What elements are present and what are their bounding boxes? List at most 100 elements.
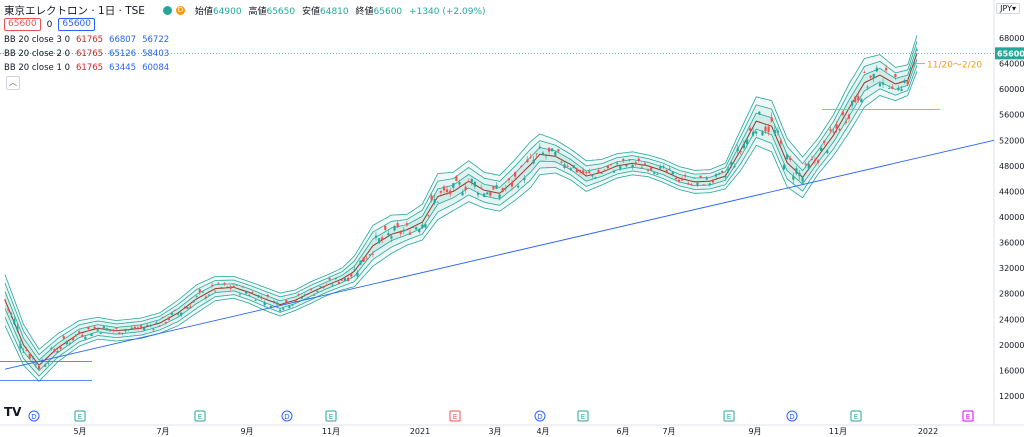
candle-body	[665, 170, 668, 172]
candle-body	[884, 68, 888, 71]
y-tick-label: 16000	[999, 366, 1024, 375]
event-marker-letter: E	[966, 413, 970, 421]
candle-body	[90, 333, 93, 337]
candle-body	[136, 327, 140, 329]
candle-body	[739, 151, 742, 153]
candle-body	[705, 178, 708, 180]
y-tick-label: 48000	[999, 162, 1024, 171]
buy-price-button[interactable]: 65600	[58, 18, 96, 31]
candle-body	[718, 172, 721, 174]
candle-body	[285, 300, 288, 303]
candle-body	[238, 293, 242, 295]
candle-body	[786, 154, 789, 159]
candle-body	[585, 171, 588, 174]
candle-body	[711, 180, 715, 183]
candle-body	[124, 330, 127, 332]
candle-body	[192, 300, 195, 303]
candle-body	[690, 184, 693, 186]
last-price-tag	[995, 47, 1024, 60]
sell-price-button[interactable]: 65600	[4, 18, 41, 31]
candle-body	[461, 192, 464, 196]
candle-body	[118, 332, 121, 335]
candle-body	[684, 174, 687, 177]
candle-body	[894, 74, 897, 78]
candle-body	[170, 312, 174, 315]
candle-body	[331, 284, 334, 286]
candle-body	[13, 319, 16, 325]
candle-body	[489, 191, 492, 196]
dividend-event-icon	[28, 410, 40, 422]
candle-body	[405, 223, 408, 226]
x-tick-label: 6月	[616, 427, 629, 436]
candle-body	[696, 182, 699, 186]
candle-body	[541, 152, 545, 155]
candle-body	[841, 111, 844, 116]
candle-body	[758, 111, 761, 115]
candle-body	[164, 321, 167, 323]
candle-body	[721, 170, 724, 173]
indicator-basis: 61765	[76, 35, 104, 45]
candle-body	[656, 173, 659, 175]
candle-body	[779, 140, 783, 144]
candle-body	[575, 168, 579, 173]
candle-body	[217, 282, 220, 284]
candle-body	[860, 98, 863, 103]
y-tick-label: 32000	[999, 264, 1024, 273]
candle-body	[634, 162, 637, 165]
candle-body	[381, 237, 384, 240]
candle-body	[708, 183, 711, 186]
indicator-legend-bb3[interactable]: BB 20 close 3 0 61765 66807 56722	[4, 35, 169, 45]
candle-body	[674, 177, 677, 180]
candle-body	[220, 287, 223, 288]
candle-body	[915, 49, 919, 51]
candle-body	[520, 166, 523, 167]
change-value: +1340 (+2.09%)	[409, 6, 486, 17]
indicator-legend-bb1[interactable]: BB 20 close 1 0 61765 63445 60084	[4, 63, 169, 73]
candle-body	[745, 138, 749, 145]
collapse-legend-icon[interactable]: ︿	[6, 76, 20, 90]
indicator-legend-bb2[interactable]: BB 20 close 2 0 61765 65126 58403	[4, 49, 169, 59]
candle-body	[872, 73, 875, 79]
trade-price-boxes: 65600 0 65600	[4, 18, 101, 31]
candle-body	[483, 193, 486, 197]
candle-body	[415, 227, 418, 230]
event-marker-letter: E	[329, 413, 333, 421]
last-price-label: 65600	[997, 49, 1024, 58]
candle-body	[22, 351, 25, 353]
candle-body	[343, 278, 347, 281]
candle-body	[71, 337, 75, 341]
candle-body	[572, 165, 575, 168]
close-label: 終値	[355, 6, 374, 17]
candle-body	[143, 327, 146, 331]
candle-body	[903, 80, 906, 83]
candle-body	[62, 336, 65, 339]
bb1-fill	[5, 47, 917, 371]
candle-body	[121, 333, 124, 335]
dividend-event-icon	[786, 410, 798, 422]
candle-body	[229, 286, 232, 289]
candle-body	[316, 290, 319, 292]
candle-body	[81, 334, 84, 337]
symbol-title[interactable]: 東京エレクトロン · 1日 · TSE	[4, 4, 145, 17]
y-tick-label: 36000	[999, 239, 1024, 248]
candle-body	[44, 364, 47, 367]
candle-body	[801, 177, 804, 182]
candle-body	[356, 272, 359, 277]
candle-body	[75, 334, 78, 336]
candle-body	[523, 177, 526, 181]
candle-body	[115, 328, 118, 329]
candle-body	[421, 224, 424, 229]
candle-body	[384, 225, 387, 230]
indicator-name: BB 20 close 1 0	[4, 63, 70, 73]
candle-body	[288, 305, 291, 308]
candle-body	[646, 170, 650, 172]
bb2-fill	[5, 41, 917, 377]
candle-body	[105, 328, 109, 331]
currency-selector[interactable]: JPY▾	[996, 3, 1020, 14]
candle-body	[266, 294, 269, 297]
candle-body	[517, 185, 520, 188]
candle-body	[433, 199, 436, 203]
candle-body	[755, 131, 758, 134]
candle-body	[93, 326, 96, 329]
